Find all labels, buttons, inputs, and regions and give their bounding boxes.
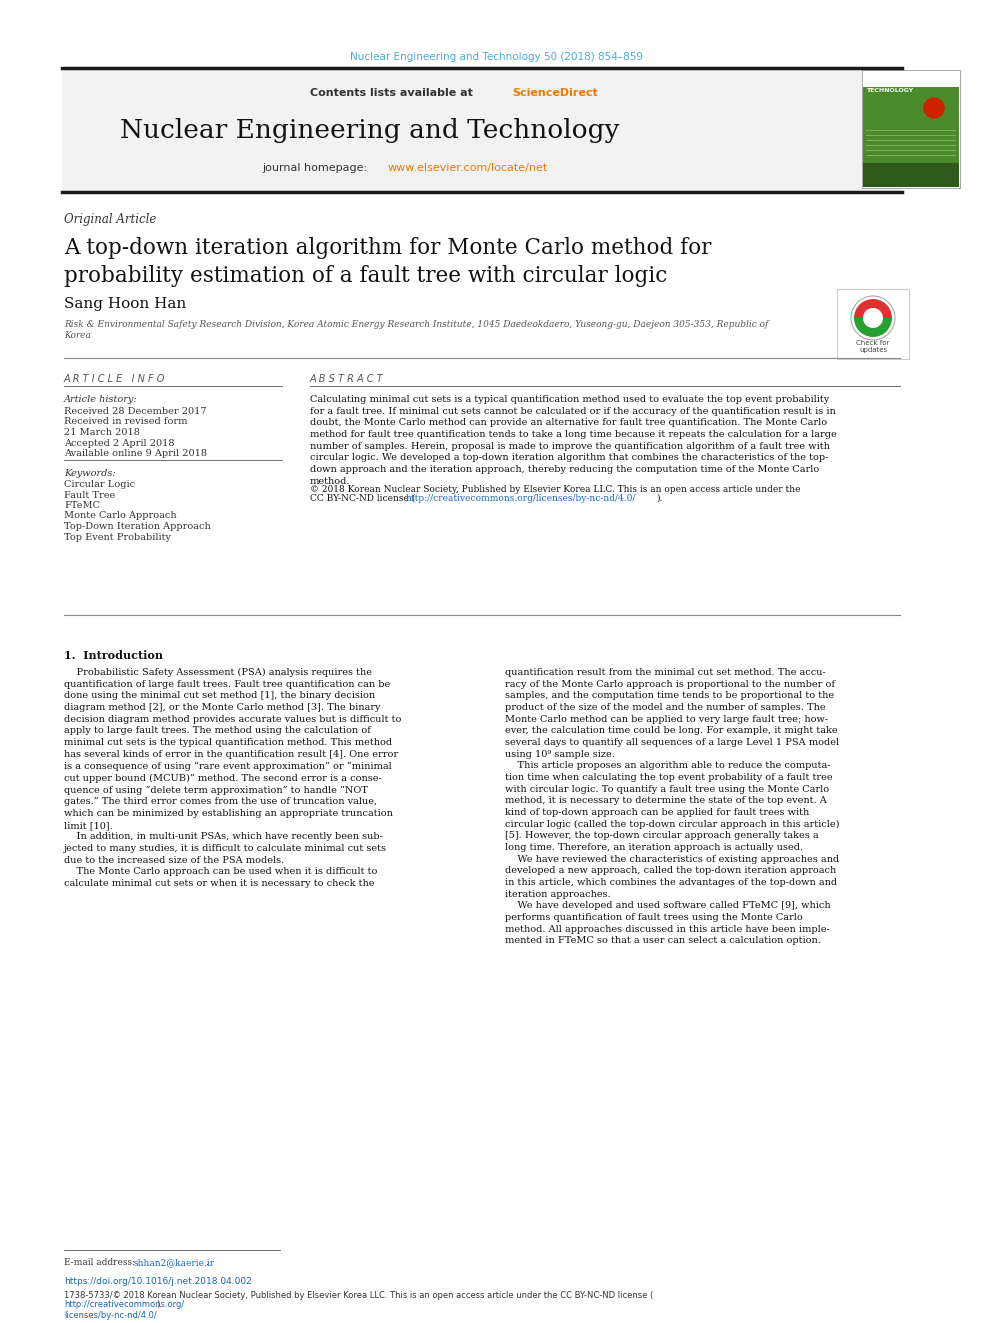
Text: Nuclear Engineering and Technology: Nuclear Engineering and Technology — [120, 118, 620, 143]
Text: 1.  Introduction: 1. Introduction — [64, 650, 163, 662]
Text: A top-down iteration algorithm for Monte Carlo method for
probability estimation: A top-down iteration algorithm for Monte… — [64, 237, 711, 287]
FancyBboxPatch shape — [862, 70, 960, 188]
FancyBboxPatch shape — [62, 67, 902, 192]
Text: Top-Down Iteration Approach: Top-Down Iteration Approach — [64, 523, 210, 531]
Text: Received in revised form: Received in revised form — [64, 418, 187, 426]
FancyBboxPatch shape — [863, 87, 959, 163]
Text: quantification result from the minimal cut set method. The accu-
racy of the Mon: quantification result from the minimal c… — [505, 668, 839, 946]
Text: Original Article: Original Article — [64, 213, 157, 226]
Text: journal homepage:: journal homepage: — [262, 163, 371, 173]
Text: Check for
updates: Check for updates — [856, 340, 890, 353]
Text: Available online 9 April 2018: Available online 9 April 2018 — [64, 448, 207, 458]
Circle shape — [851, 296, 895, 340]
Text: Received 28 December 2017: Received 28 December 2017 — [64, 407, 206, 415]
Text: Calculating minimal cut sets is a typical quantification method used to evaluate: Calculating minimal cut sets is a typica… — [310, 396, 836, 486]
Text: NUCLEAR
ENGINEERING AND
TECHNOLOGY: NUCLEAR ENGINEERING AND TECHNOLOGY — [866, 75, 932, 93]
Wedge shape — [854, 318, 892, 337]
Circle shape — [924, 98, 944, 118]
Text: ).: ). — [656, 493, 663, 503]
Text: Top Event Probability: Top Event Probability — [64, 532, 171, 541]
Text: Nuclear Engineering and Technology 50 (2018) 854–859: Nuclear Engineering and Technology 50 (2… — [349, 52, 643, 62]
FancyBboxPatch shape — [863, 87, 959, 187]
Text: 21 March 2018: 21 March 2018 — [64, 429, 140, 437]
Text: ).: ). — [156, 1301, 162, 1308]
Circle shape — [863, 308, 883, 328]
Text: Keywords:: Keywords: — [64, 470, 116, 479]
Text: Risk & Environmental Safety Research Division, Korea Atomic Energy Research Inst: Risk & Environmental Safety Research Div… — [64, 320, 769, 340]
Text: Article history:: Article history: — [64, 396, 138, 404]
Text: http://creativecommons.org/
licenses/by-nc-nd/4.0/: http://creativecommons.org/ licenses/by-… — [64, 1301, 185, 1320]
Text: .: . — [205, 1258, 208, 1267]
Text: A B S T R A C T: A B S T R A C T — [310, 374, 384, 384]
Text: 1738-5733/© 2018 Korean Nuclear Society, Published by Elsevier Korea LLC. This i: 1738-5733/© 2018 Korean Nuclear Society,… — [64, 1291, 654, 1301]
Text: www.elsevier.com/locate/net: www.elsevier.com/locate/net — [388, 163, 549, 173]
Text: © 2018 Korean Nuclear Society, Published by Elsevier Korea LLC. This is an open : © 2018 Korean Nuclear Society, Published… — [310, 486, 801, 493]
Text: Circular Logic: Circular Logic — [64, 480, 135, 490]
Text: CC BY-NC-ND license (: CC BY-NC-ND license ( — [310, 493, 416, 503]
FancyBboxPatch shape — [837, 288, 909, 359]
Wedge shape — [854, 299, 892, 318]
Text: E-mail address:: E-mail address: — [64, 1258, 138, 1267]
Text: Probabilistic Safety Assessment (PSA) analysis requires the
quantification of la: Probabilistic Safety Assessment (PSA) an… — [64, 668, 402, 888]
Text: Accepted 2 April 2018: Accepted 2 April 2018 — [64, 438, 175, 447]
Text: https://doi.org/10.1016/j.net.2018.04.002: https://doi.org/10.1016/j.net.2018.04.00… — [64, 1277, 252, 1286]
Text: ScienceDirect: ScienceDirect — [512, 89, 598, 98]
Text: Sang Hoon Han: Sang Hoon Han — [64, 296, 186, 311]
Text: FTeMC: FTeMC — [64, 501, 100, 509]
Text: Contents lists available at: Contents lists available at — [310, 89, 477, 98]
Text: Monte Carlo Approach: Monte Carlo Approach — [64, 512, 177, 520]
Text: shhan2@kaerie.ir: shhan2@kaerie.ir — [133, 1258, 214, 1267]
Text: A R T I C L E   I N F O: A R T I C L E I N F O — [64, 374, 166, 384]
Text: http://creativecommons.org/licenses/by-nc-nd/4.0/: http://creativecommons.org/licenses/by-n… — [406, 493, 637, 503]
Text: Fault Tree: Fault Tree — [64, 491, 115, 500]
